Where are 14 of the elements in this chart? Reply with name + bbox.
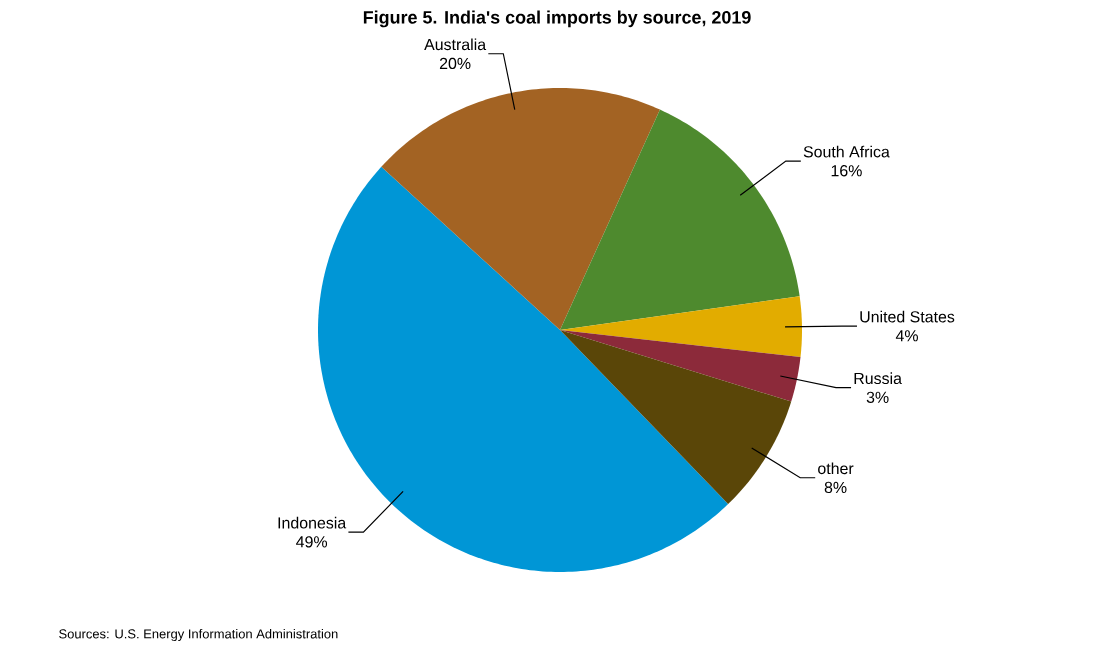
data-label: 16% <box>831 165 862 177</box>
source-note: Sources: U.S. Energy Information Administration <box>59 628 338 642</box>
slice-label: other <box>818 462 854 475</box>
data-label: 3% <box>866 391 889 403</box>
data-label: 49% <box>296 536 328 548</box>
chart-title: Figure 5. India's coal imports by source, 2019 <box>363 10 751 28</box>
slice-label: South Africa <box>803 145 890 158</box>
data-label: 4% <box>895 330 918 342</box>
slice-label: Russia <box>854 372 902 385</box>
data-label: 20% <box>439 57 471 70</box>
slice-label: Australia <box>424 38 487 51</box>
data-label: 8% <box>824 481 847 494</box>
slice-label: Indonesia <box>278 516 347 529</box>
slice-label: United States <box>860 310 955 323</box>
